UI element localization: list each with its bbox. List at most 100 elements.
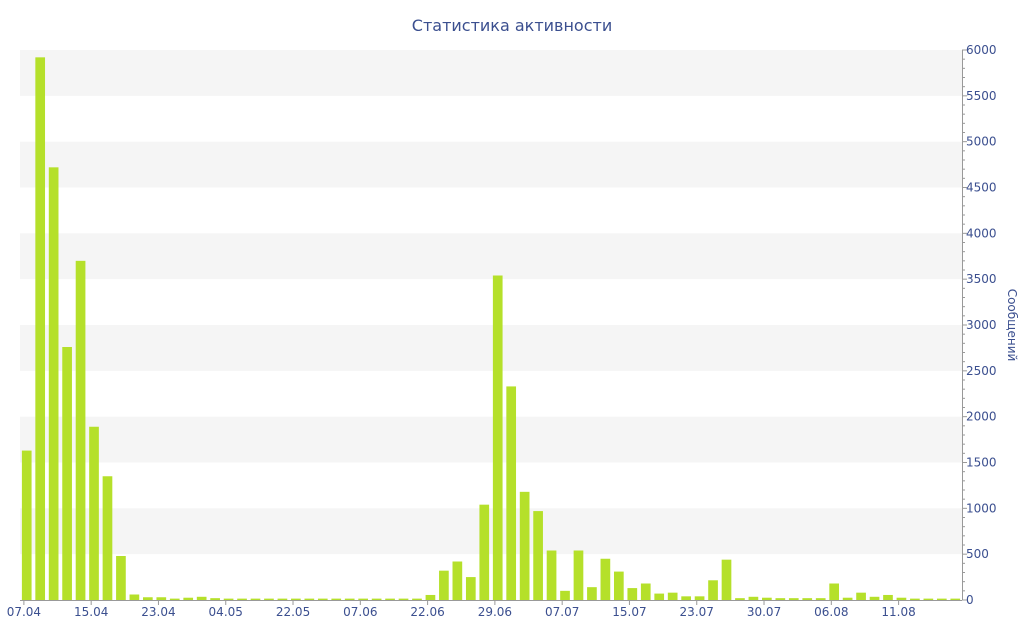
bar <box>465 577 476 600</box>
y-axis-label: Сообщений <box>1005 289 1019 362</box>
grid-band <box>20 233 962 280</box>
bar <box>89 426 99 600</box>
y-tick-label: 500 <box>966 547 989 561</box>
bar <box>694 596 705 600</box>
bar <box>815 598 826 600</box>
bar <box>600 558 611 600</box>
x-tick-label: 22.05 <box>276 605 310 619</box>
x-tick-label: 07.06 <box>343 605 377 619</box>
bar <box>237 598 247 600</box>
bar <box>923 598 934 600</box>
x-tick-label: 30.07 <box>747 605 781 619</box>
bar <box>277 598 288 600</box>
bar <box>142 597 153 600</box>
bar <box>35 57 46 601</box>
bar <box>452 561 463 600</box>
bar <box>748 596 759 600</box>
bar <box>479 504 490 600</box>
bar <box>573 550 584 600</box>
bar <box>519 491 530 600</box>
chart-title: Статистика активности <box>412 16 612 35</box>
bar <box>291 598 301 600</box>
bar <box>196 596 207 600</box>
bar <box>654 593 665 600</box>
bar <box>950 598 961 600</box>
y-tick-label: 1000 <box>966 501 997 515</box>
bar <box>48 167 59 601</box>
bar <box>735 598 745 600</box>
y-tick-label: 5000 <box>966 135 997 149</box>
bar <box>492 275 503 600</box>
x-tick-label: 11.08 <box>881 605 915 619</box>
x-tick-label: 29.06 <box>478 605 512 619</box>
grid-band <box>20 325 962 371</box>
bar <box>412 598 422 600</box>
bar <box>169 598 180 600</box>
bar <box>842 597 853 600</box>
grid-band <box>20 416 962 463</box>
x-tick-label: 15.07 <box>612 605 646 619</box>
y-tick-label: 5500 <box>966 89 997 103</box>
bar <box>506 386 517 600</box>
bar <box>385 598 395 600</box>
bar <box>62 347 72 600</box>
bar <box>156 597 167 600</box>
bar <box>210 598 220 600</box>
bar <box>788 598 799 600</box>
bar <box>264 598 274 600</box>
y-tick-label: 4500 <box>966 181 997 195</box>
bar <box>129 594 140 600</box>
x-tick-label: 22.06 <box>410 605 444 619</box>
bar <box>640 583 651 600</box>
grid-band <box>20 50 962 96</box>
bar <box>883 594 893 600</box>
bar <box>910 598 920 600</box>
y-axis-ticks: 0 500 1000 1500 2000 2500 3000 3500 4000 4500 5000… <box>962 43 997 607</box>
bar <box>371 598 382 600</box>
bar <box>829 583 840 600</box>
bar <box>775 598 786 600</box>
bar <box>721 559 732 600</box>
grid-bands <box>20 50 962 555</box>
bar <box>681 596 691 600</box>
y-tick-label: 4000 <box>966 226 997 240</box>
bar <box>398 598 409 600</box>
bar <box>546 550 557 600</box>
bar <box>331 598 342 600</box>
x-tick-label: 23.04 <box>141 605 175 619</box>
bar <box>627 588 638 600</box>
y-tick-label: 2500 <box>966 364 997 378</box>
x-tick-label: 06.08 <box>814 605 848 619</box>
y-tick-label: 0 <box>966 593 974 607</box>
bar <box>869 596 880 600</box>
bar <box>802 598 813 600</box>
grid-band <box>20 508 962 555</box>
bar <box>183 597 194 600</box>
bar <box>116 556 126 600</box>
bar <box>317 598 328 600</box>
x-tick-label: 07.07 <box>545 605 579 619</box>
bar <box>439 570 449 600</box>
bar <box>75 260 86 600</box>
bar <box>936 598 947 600</box>
bar <box>223 598 234 600</box>
y-tick-label: 3000 <box>966 318 997 332</box>
bar <box>613 571 624 600</box>
x-tick-label: 23.07 <box>680 605 714 619</box>
y-tick-label: 6000 <box>966 43 997 57</box>
y-tick-label: 3500 <box>966 272 997 286</box>
bar <box>250 598 261 600</box>
x-axis-ticks: 07.04 15.04 23.04 04.05 22.05 07.06 22.06 29.06… <box>7 600 916 619</box>
bar <box>587 587 597 600</box>
bar <box>21 450 32 600</box>
y-tick-label: 2000 <box>966 410 997 424</box>
bar <box>708 580 718 600</box>
bar <box>304 598 315 600</box>
bar <box>560 590 570 600</box>
grid-band <box>20 141 962 188</box>
bar <box>762 597 772 600</box>
y-tick-label: 1500 <box>966 456 997 470</box>
x-tick-label: 04.05 <box>209 605 243 619</box>
